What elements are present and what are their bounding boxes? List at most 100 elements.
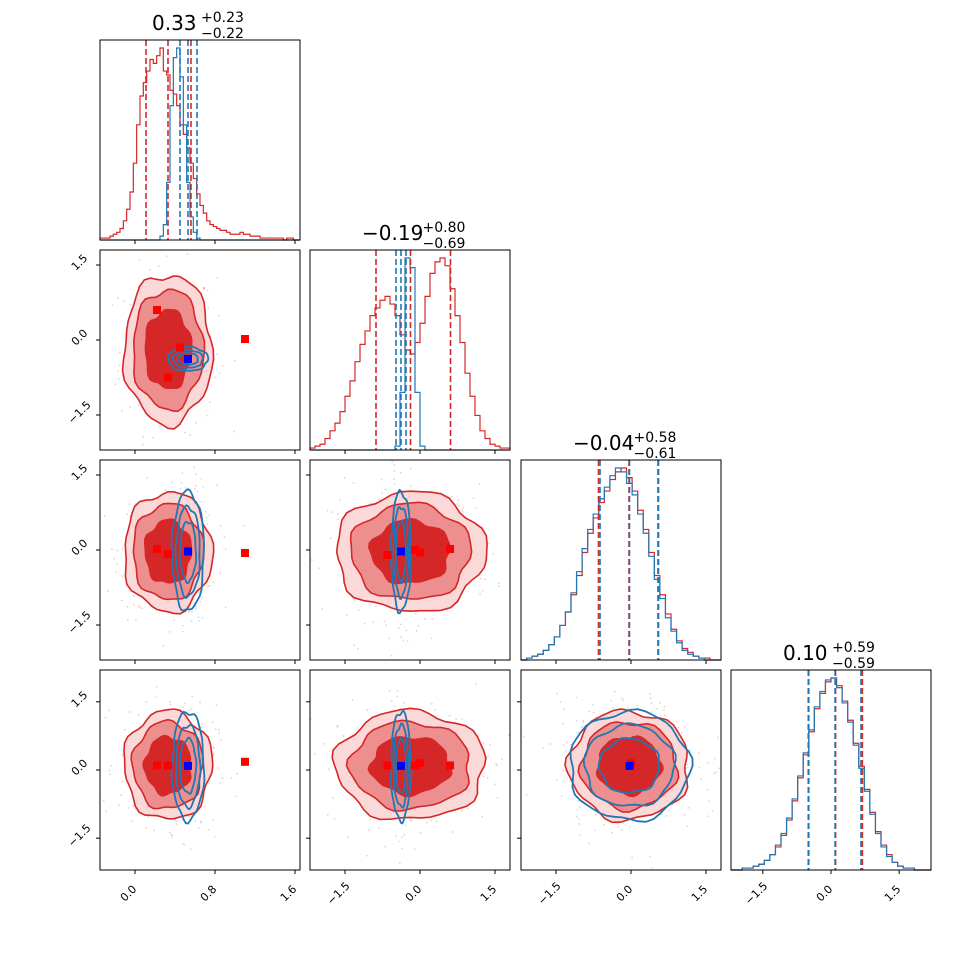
scatter-point (448, 714, 451, 717)
scatter-point (97, 543, 99, 545)
scatter-point (188, 815, 190, 818)
max-marker-secondary (184, 547, 192, 556)
scatter-point (588, 710, 591, 713)
scatter-point (578, 823, 580, 825)
contour-primary-inner (144, 308, 193, 390)
scatter-point (525, 793, 528, 796)
scatter-point (193, 598, 195, 600)
scatter-point (462, 507, 464, 510)
panel-frame (309, 249, 511, 451)
scatter-point (202, 485, 205, 488)
scatter-point (697, 752, 700, 755)
scatter-point (94, 726, 96, 728)
scatter-point (542, 746, 545, 749)
scatter-point (223, 536, 226, 539)
scatter-point (662, 709, 665, 712)
x-tick-label: −1.5 (324, 879, 352, 907)
scatter-point (649, 697, 652, 699)
panel-background (100, 40, 300, 240)
scatter-point (405, 629, 408, 632)
scatter-point (562, 743, 565, 746)
y-tick-label: 1.5 (69, 462, 91, 484)
scatter-point (562, 769, 564, 772)
scatter-point (199, 600, 202, 603)
scatter-point (717, 767, 720, 770)
scatter-point (419, 831, 422, 834)
scatter-point (591, 703, 594, 706)
scatter-point (384, 488, 387, 491)
scatter-point (326, 509, 329, 512)
scatter-point (234, 359, 237, 362)
scatter-point (214, 728, 217, 731)
scatter-point (102, 799, 105, 802)
scatter-point (455, 718, 457, 720)
scatter-point (185, 816, 187, 818)
contour-secondary-outer (569, 708, 694, 823)
scatter-point (211, 721, 214, 723)
scatter-point (683, 725, 686, 728)
scatter-point (587, 842, 590, 845)
max-marker-secondary (184, 355, 192, 363)
scatter-point (649, 855, 651, 858)
scatter-point (391, 460, 393, 463)
x-tick-label: 1.5 (689, 883, 711, 905)
scatter-point (121, 575, 124, 577)
panel-background (731, 670, 931, 870)
scatter-point (603, 823, 605, 826)
scatter-point (187, 611, 190, 614)
scatter-point (142, 443, 144, 446)
scatter-point (314, 753, 316, 755)
scatter-point (128, 515, 131, 518)
scatter-point (518, 766, 520, 768)
scatter-point (393, 483, 396, 486)
panel-title-plus: +0.58 (634, 430, 677, 446)
contour-secondary-inner (176, 351, 199, 367)
scatter-point (153, 684, 155, 686)
contour-secondary-inner (179, 736, 198, 795)
scatter-point (424, 617, 426, 620)
scatter-point (218, 732, 220, 735)
contour-secondary-middle (582, 722, 677, 807)
scatter-point (203, 805, 206, 808)
scatter-point (518, 511, 520, 513)
scatter-point (629, 826, 631, 829)
scatter-point (356, 727, 359, 729)
scatter-point (124, 729, 126, 731)
scatter-point (452, 831, 454, 833)
scatter-point (87, 810, 89, 812)
scatter-point (578, 806, 581, 809)
scatter-point (155, 686, 158, 688)
scatter-point (214, 376, 216, 379)
scatter-point (218, 728, 220, 731)
scatter-point (337, 518, 339, 521)
contour-secondary-middle (174, 504, 201, 599)
scatter-point (483, 775, 486, 778)
scatter-point (184, 431, 187, 434)
contour-secondary-middle (174, 723, 202, 810)
max-marker-primary (153, 761, 161, 770)
max-marker-secondary (184, 761, 192, 770)
scatter-point (196, 490, 199, 493)
scatter-point (689, 749, 692, 752)
scatter-point (592, 711, 595, 714)
scatter-point (329, 537, 332, 540)
scatter-point (575, 696, 578, 699)
scatter-point (616, 822, 619, 825)
scatter-point (333, 817, 336, 820)
scatter-point (118, 364, 121, 367)
scatter-point (174, 819, 177, 822)
scatter-point (565, 741, 568, 744)
scatter-point (206, 522, 209, 525)
scatter-point (434, 708, 437, 711)
histogram-panel-2: −0.19 +0.80−0.69 (309, 220, 511, 454)
scatter-point (472, 497, 475, 499)
scatter-point (224, 606, 227, 609)
scatter-point (236, 772, 239, 775)
scatter-point (107, 709, 110, 712)
scatter-panel-r4-c1 (87, 669, 301, 874)
scatter-point (191, 695, 193, 698)
scatter-point (377, 826, 380, 829)
x-tick-label: 0.0 (814, 883, 836, 905)
scatter-point (188, 709, 191, 711)
scatter-point (481, 589, 484, 592)
